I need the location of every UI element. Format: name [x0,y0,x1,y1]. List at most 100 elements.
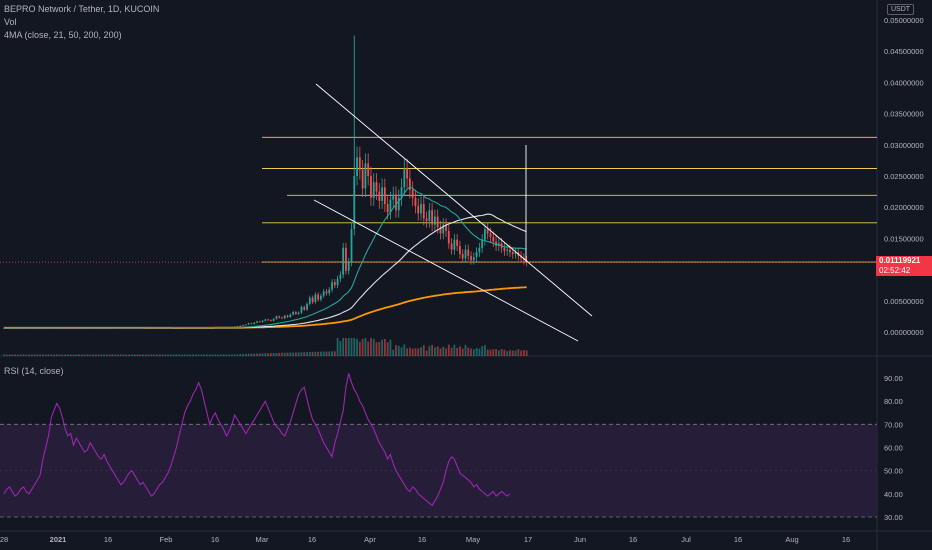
candle-body [495,241,497,246]
price-tick-label: 0.04500000 [884,47,924,56]
candle-body [311,297,314,303]
candle-body [445,224,447,231]
volume-bar [178,354,181,356]
volume-bar [128,354,130,356]
volume-bar [222,354,225,356]
volume-bar [506,351,509,356]
candle-body [456,239,459,246]
volume-bar [336,338,339,356]
time-tick-label: 16 [418,535,426,544]
volume-bar [414,348,417,356]
lower-trendline [313,199,579,342]
volume-bar [97,354,100,356]
candle-body [431,210,434,225]
volume-legend[interactable]: Vol [4,17,17,27]
volume-bar [42,354,44,356]
volume-bar [47,354,50,356]
volume-bar [5,354,8,356]
volume-bar [219,354,222,356]
volume-bar [89,354,92,356]
volume-bar [306,352,308,356]
candle-body [459,245,461,254]
candle-body [292,312,295,315]
candle-body [345,247,347,271]
volume-bar [242,353,244,356]
volume-bar [247,353,250,356]
price-tick-label: 0.03000000 [884,141,924,150]
candle-body [267,319,269,321]
volume-bar [244,353,247,356]
volume-bar [342,338,345,356]
candle-body [492,237,495,242]
candle-body [434,216,436,225]
candle-body [436,216,439,228]
time-tick-label: 2021 [50,535,67,544]
candle-body [408,178,411,190]
volume-bar [420,347,422,356]
symbol-title[interactable]: BEPRO Network / Tether, 1D, KUCOIN [4,4,160,14]
time-tick-label: May [466,535,480,544]
volume-bar [397,345,400,356]
price-tick-label: 0.01500000 [884,234,924,243]
volume-bar [411,348,414,356]
volume-bar [383,339,386,356]
volume-bar [80,354,83,356]
volume-bar [75,354,78,356]
candle-body [439,227,442,234]
candle-body [414,197,417,206]
volume-bar [156,354,158,356]
candle-body [281,317,283,319]
volume-bar [192,354,194,356]
candle-body [461,254,464,259]
candle-body [514,252,517,254]
candle-body [475,252,478,258]
volume-bar [333,351,336,356]
volume-bar [325,351,328,356]
volume-bar [144,354,147,356]
volume-bar [297,352,300,356]
volume-bar [69,354,72,356]
candle-body [325,291,328,294]
volume-bar [53,354,55,356]
volume-bar [228,354,231,356]
time-tick-label: 17 [524,535,532,544]
volume-bar [28,354,30,356]
volume-bar [395,345,397,356]
candle-body [400,187,403,198]
candle-body [306,303,308,310]
candle-body [378,191,381,201]
volume-bar [464,344,467,356]
moving-average-legend[interactable]: 4MA (close, 21, 50, 200, 200) [4,30,122,40]
volume-bar [55,354,58,356]
rsi-legend[interactable]: RSI (14, close) [4,366,64,376]
currency-badge[interactable]: USDT [887,4,915,15]
candle-body [347,262,350,271]
volume-bar [514,350,517,356]
volume-bar [269,353,272,356]
time-tick-label: 16 [842,535,850,544]
volume-bar [289,352,292,356]
volume-bar [108,354,111,356]
volume-bar [386,342,389,356]
rsi-tick-label: 60.00 [884,444,903,453]
volume-bar [408,347,411,356]
volume-bar [400,347,403,356]
volume-bar [439,348,442,356]
volume-bar [484,345,486,356]
candle-body [489,233,492,238]
last-price-label: 0.01119921 02:52:42 [876,256,932,276]
time-tick-label: 16 [104,535,112,544]
volume-bar [164,354,167,356]
volume-bar [94,354,97,356]
candle-body [242,325,244,326]
candle-body [397,197,400,211]
volume-bar [500,349,503,356]
volume-bar [428,346,431,356]
candle-body [453,239,456,250]
volume-bar [167,354,169,356]
price-tick-label: 0.04000000 [884,78,924,87]
volume-bar [308,352,311,356]
volume-bar [272,353,275,356]
volume-bar [92,354,94,356]
